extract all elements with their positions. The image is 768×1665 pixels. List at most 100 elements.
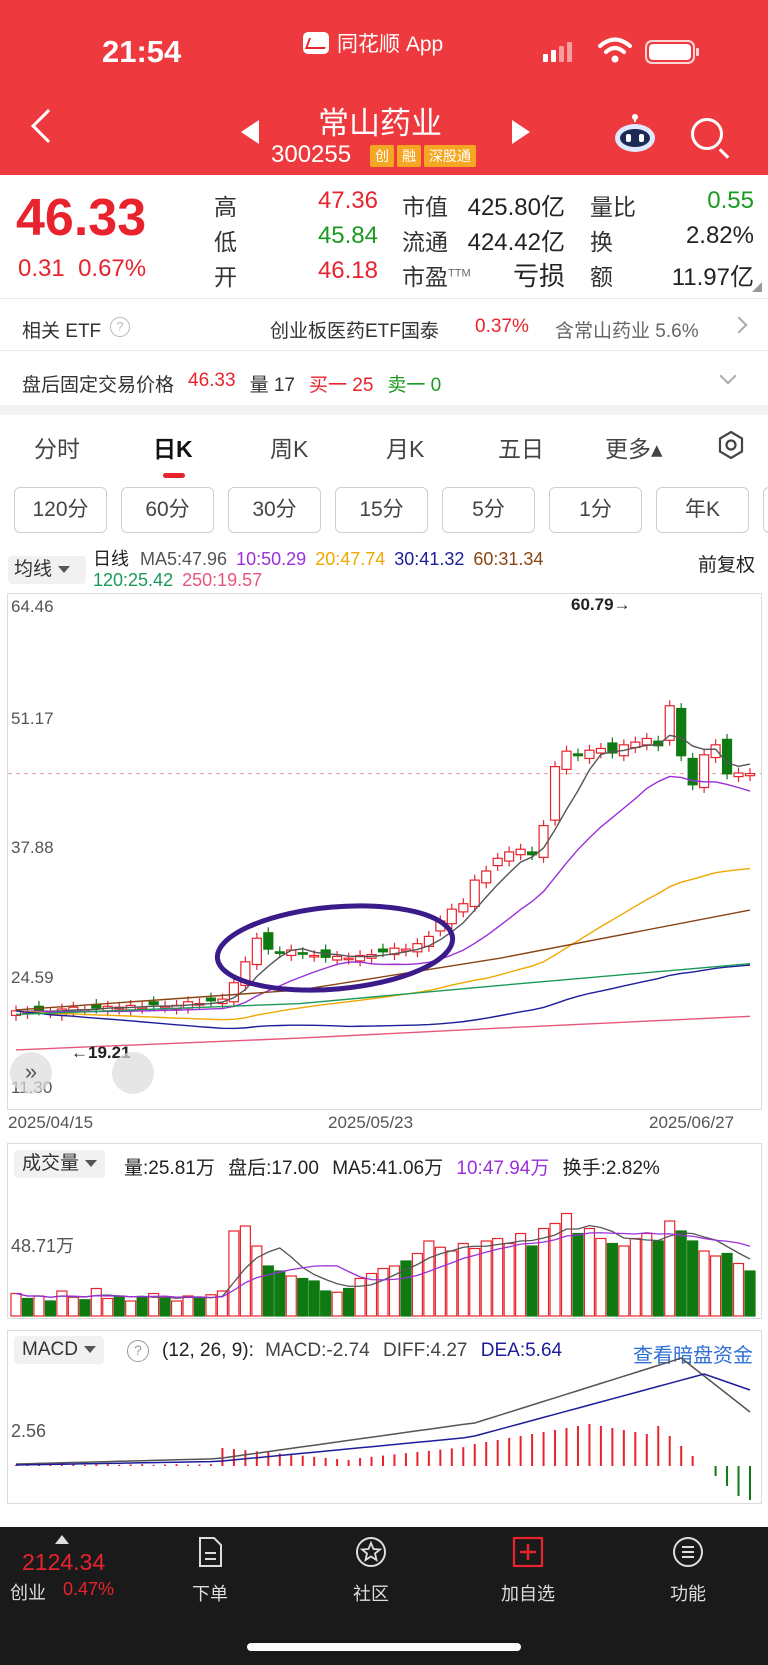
stock-name: 常山药业 [318, 106, 442, 141]
pe-ttm-sup: TTM [448, 267, 471, 280]
ma-title: 日线 [93, 549, 129, 569]
dea-value: DEA:5.64 [480, 1340, 563, 1361]
tab-daily-k[interactable]: 日K [153, 436, 193, 462]
amount-value: 11.97亿 [671, 264, 754, 291]
low-label: 低 [214, 229, 237, 255]
ma20-value: 20:47.74 [315, 549, 386, 569]
period-year-k[interactable]: 年K [656, 487, 749, 533]
open-label: 开 [214, 264, 237, 290]
macd-indicator-select[interactable]: MACD [14, 1336, 104, 1364]
adjust-mode-button[interactable]: 前复权 [698, 555, 756, 576]
ma-legend-row2: 120:25.42 250:19.57 [93, 570, 262, 591]
help-icon[interactable]: ? [127, 1340, 149, 1362]
settings-icon[interactable] [716, 430, 746, 460]
document-icon [199, 1537, 222, 1567]
ma120-value: 120:25.42 [93, 570, 174, 590]
chevron-down-icon [58, 566, 71, 573]
change-pct: 0.67% [78, 255, 147, 282]
chevron-down-icon[interactable] [719, 367, 737, 385]
period-30min[interactable]: 30分 [228, 487, 321, 533]
section-separator [0, 405, 768, 415]
low-value: 45.84 [317, 222, 378, 249]
active-tab-indicator [163, 473, 185, 478]
period-60min[interactable]: 60分 [121, 487, 214, 533]
battery-icon [645, 40, 699, 64]
tag-rong: 融 [397, 145, 421, 167]
nav-community-label: 社区 [353, 1584, 389, 1604]
ma30-value: 30:41.32 [394, 549, 465, 569]
period-1min[interactable]: 1分 [549, 487, 642, 533]
tab-five-day[interactable]: 五日 [498, 436, 544, 462]
next-stock-button[interactable] [512, 120, 530, 144]
volume-chart-frame[interactable] [7, 1143, 762, 1319]
high-value: 47.36 [317, 187, 378, 214]
change-value: 0.31 [18, 255, 65, 282]
after-hours-row[interactable]: 盘后固定交易价格 46.33 量 17 买一 25 卖一 0 [22, 370, 441, 397]
signal-icon [543, 40, 572, 62]
turnover-label: 换 [590, 229, 613, 255]
index-up-arrow-icon [55, 1535, 69, 1544]
dark-pool-link[interactable]: 查看暗盘资金 [633, 1345, 753, 1367]
y-tick: 51.17 [11, 709, 54, 728]
corner-expand-icon[interactable] [752, 282, 762, 292]
period-15min[interactable]: 15分 [335, 487, 428, 533]
after-hours-price: 46.33 [188, 370, 236, 391]
ai-robot-icon[interactable] [613, 114, 657, 154]
period-5min[interactable]: 5分 [442, 487, 535, 533]
expand-panel-button[interactable]: » [10, 1052, 52, 1094]
macd-chart-frame[interactable] [7, 1330, 762, 1504]
help-icon[interactable]: ? [110, 317, 130, 337]
nav-add-watchlist-label: 加自选 [501, 1584, 555, 1604]
volume-legend: 量:25.81万 盘后:17.00 MA5:41.06万 10:47.94万 换… [124, 1153, 660, 1180]
nav-order-label: 下单 [192, 1584, 228, 1604]
tab-fenshi[interactable]: 分时 [34, 436, 80, 462]
tab-more[interactable]: 更多▴ [605, 436, 663, 462]
header-bar: 21:54 同花顺 App 常山药业 300255 创 融 深股通 [0, 0, 768, 175]
tab-monthly-k[interactable]: 月K [386, 436, 425, 462]
volume-ma10: 10:47.94万 [456, 1158, 550, 1179]
nav-community[interactable]: 社区 [331, 1535, 411, 1606]
search-button[interactable] [691, 118, 723, 150]
divider [0, 298, 768, 299]
tag-shengutong: 深股通 [424, 145, 476, 167]
y-tick: 37.88 [11, 838, 54, 857]
y-tick: 64.46 [11, 597, 54, 616]
app-name: 同花顺 App [337, 33, 444, 56]
volume-value: 量:25.81万 [124, 1158, 215, 1179]
divider [0, 350, 768, 351]
stock-code: 300255 [271, 141, 352, 168]
index-pct[interactable]: 0.47% [63, 1579, 115, 1599]
float-value: 424.42亿 [467, 229, 565, 256]
home-indicator [247, 1643, 521, 1651]
prev-stock-button[interactable] [241, 120, 259, 144]
app-indicator[interactable]: 同花顺 App [303, 28, 443, 58]
menu-circle-icon [673, 1537, 703, 1567]
nav-order[interactable]: 下单 [170, 1535, 250, 1606]
after-hours-label: 盘后固定交易价格 [22, 375, 175, 396]
index-value[interactable]: 2124.34 [22, 1549, 106, 1575]
chevron-right-icon [730, 316, 748, 334]
nav-add-watchlist[interactable]: 加自选 [488, 1535, 568, 1606]
volume-indicator-select[interactable]: 成交量 [14, 1150, 106, 1178]
kline-chart-frame[interactable] [7, 593, 762, 1110]
index-name[interactable]: 创业 [10, 1583, 46, 1603]
nav-functions[interactable]: 功能 [648, 1535, 728, 1606]
chevron-down-icon [83, 1346, 96, 1353]
date-mid: 2025/05/23 [328, 1113, 414, 1132]
after-hours-vol: 量 17 [249, 375, 295, 396]
volume-after: 盘后:17.00 [228, 1158, 319, 1179]
after-hours-buy: 买一 25 [308, 375, 374, 396]
fullscreen-button[interactable] [112, 1052, 154, 1094]
turnover-value: 2.82% [685, 222, 754, 249]
etf-label: 相关 ETF [22, 321, 102, 342]
volratio-label: 量比 [590, 194, 636, 220]
stock-tags: 创 融 深股通 [370, 145, 476, 167]
ma-legend-row1: 日线 MA5:47.96 10:50.29 20:47.74 30:41.32 … [93, 545, 543, 571]
ma-indicator-select[interactable]: 均线 [8, 556, 86, 584]
period-overflow[interactable] [763, 487, 768, 533]
period-120min[interactable]: 120分 [14, 487, 107, 533]
tab-weekly-k[interactable]: 周K [270, 436, 309, 462]
pe-value: 亏损 [512, 261, 565, 291]
max-price-label: 60.79→ [571, 595, 631, 614]
back-button[interactable] [31, 109, 65, 143]
